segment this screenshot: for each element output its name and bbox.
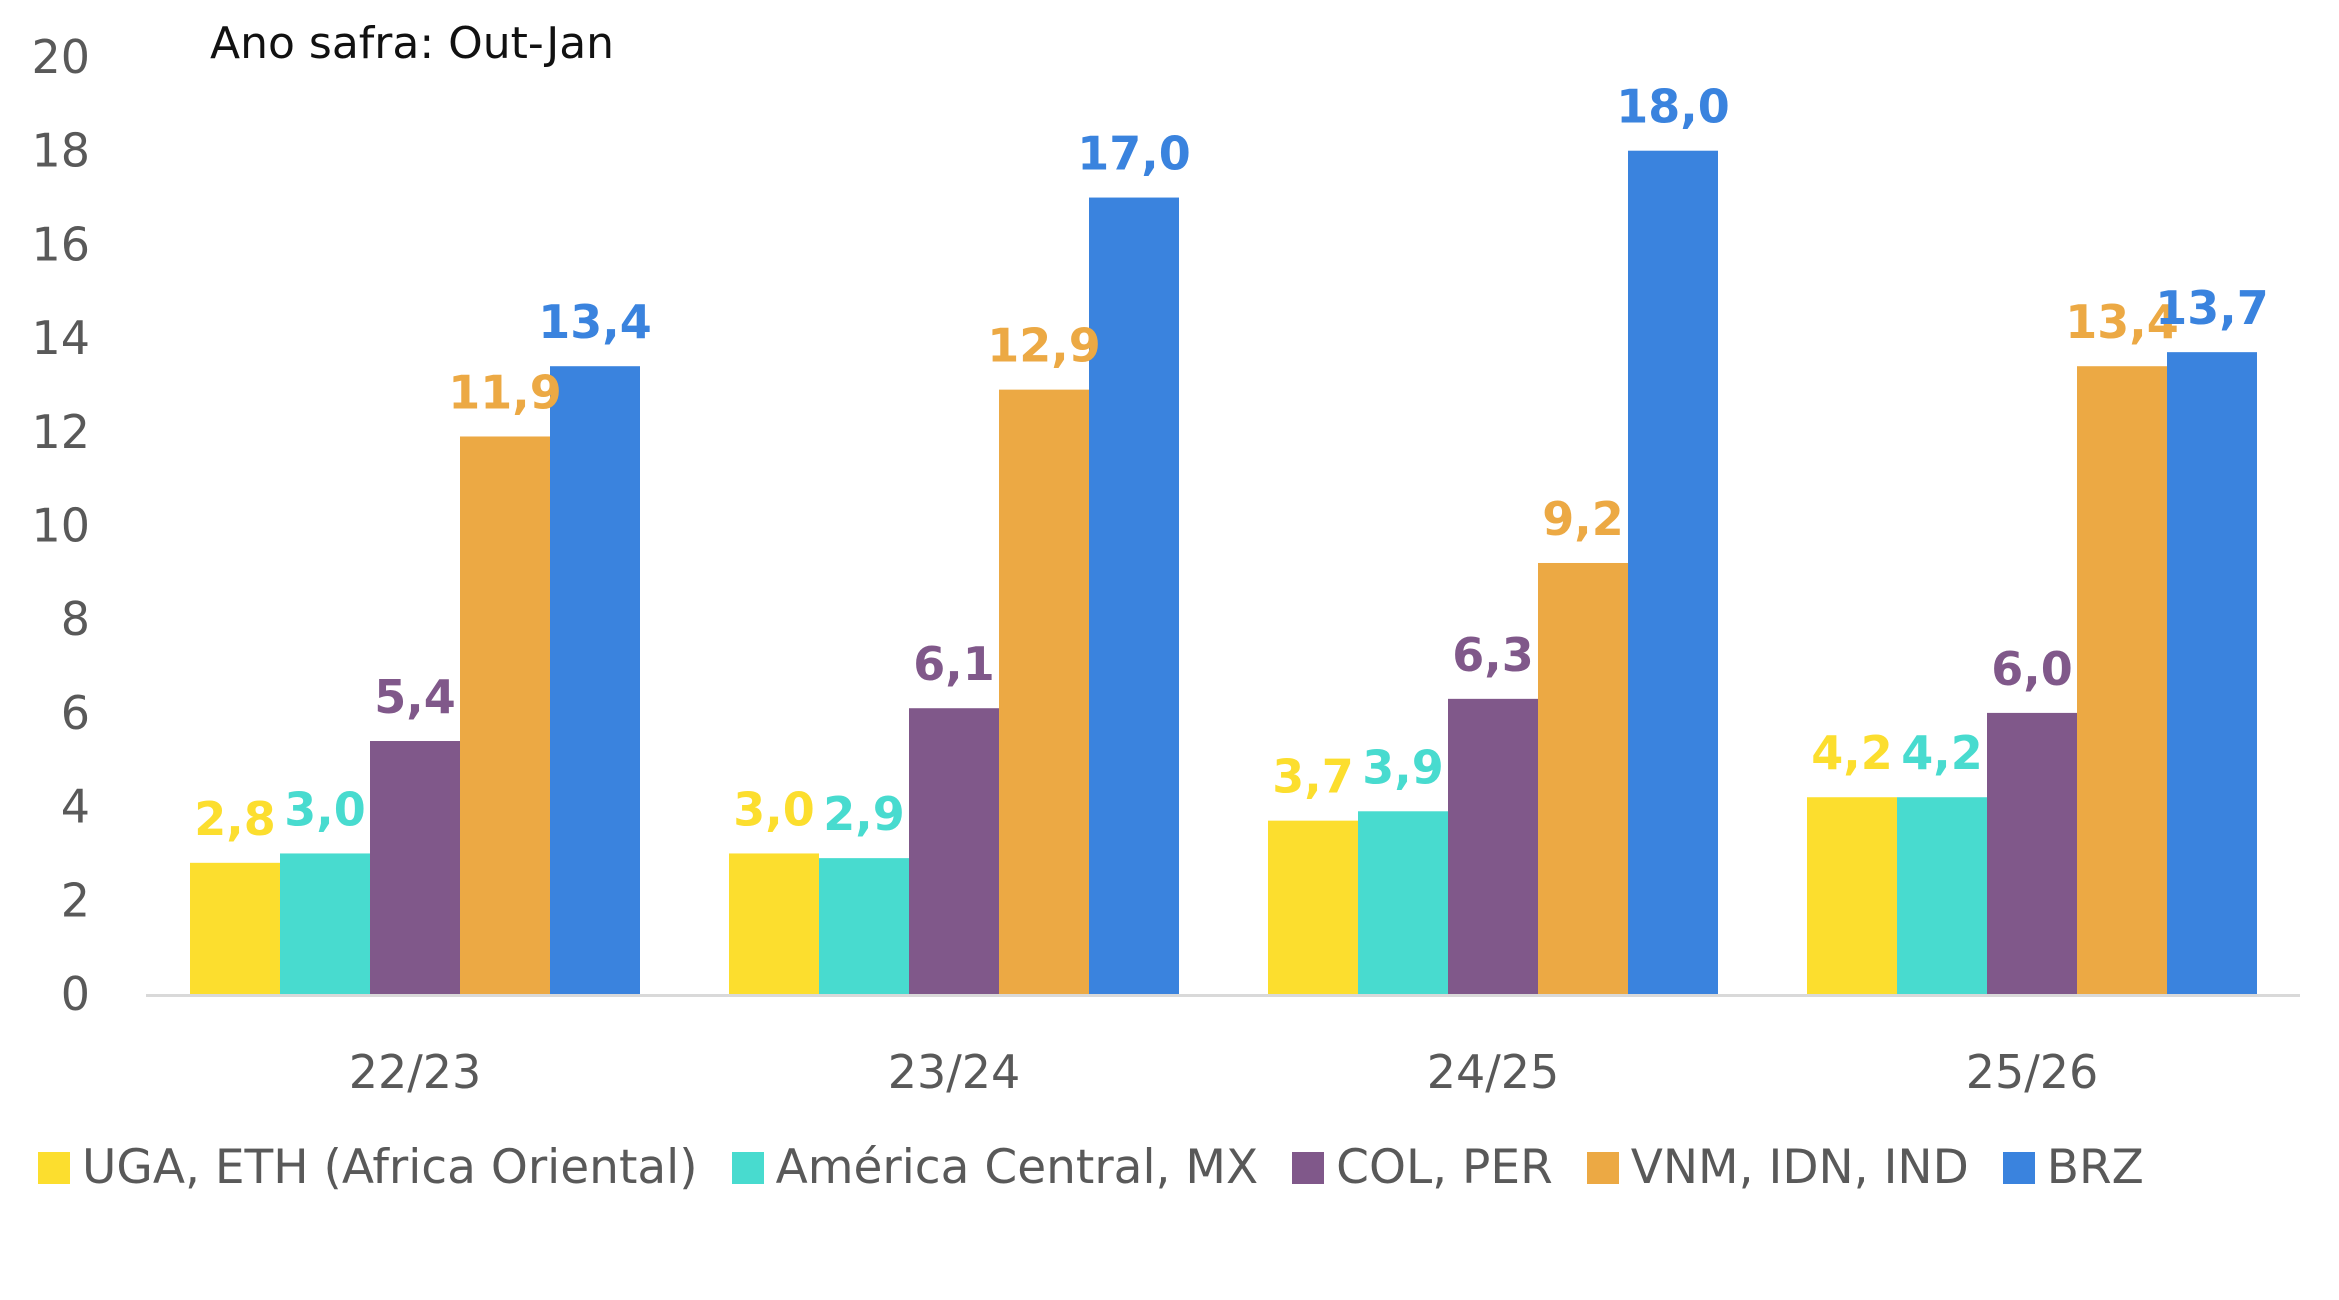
- data-label: 13,7: [2155, 281, 2269, 335]
- y-tick-label: 8: [61, 592, 90, 646]
- bar: [1807, 797, 1897, 994]
- x-tick-label: 25/26: [1966, 1045, 2099, 1099]
- legend-label: COL, PER: [1336, 1140, 1553, 1195]
- data-label: 13,4: [2065, 295, 2179, 349]
- legend-swatch: [1586, 1151, 1619, 1184]
- bar: [1358, 811, 1448, 994]
- bar: [1448, 698, 1538, 994]
- y-tick-label: 12: [31, 405, 90, 459]
- data-label: 5,4: [374, 670, 456, 724]
- legend-swatch: [731, 1151, 764, 1184]
- data-label: 6,1: [913, 637, 995, 691]
- data-label: 3,7: [1272, 750, 1354, 804]
- bar: [370, 741, 460, 994]
- legend-label: América Central, MX: [775, 1140, 1259, 1195]
- bar: [1897, 797, 1987, 994]
- legend-item: UGA, ETH (Africa Oriental): [38, 1140, 698, 1195]
- data-label: 17,0: [1077, 127, 1191, 181]
- y-tick-label: 20: [31, 30, 90, 84]
- legend-swatch: [2002, 1151, 2035, 1184]
- bar: [1538, 562, 1628, 994]
- data-label: 3,0: [733, 782, 815, 836]
- legend-label: VNM, IDN, IND: [1630, 1140, 1969, 1195]
- y-tick-label: 4: [61, 780, 90, 834]
- data-label: 4,2: [1811, 726, 1893, 780]
- data-label: 6,0: [1991, 642, 2073, 696]
- bars: [190, 150, 2257, 995]
- chart-title: Ano safra: Out-Jan: [210, 18, 615, 69]
- bar: [460, 436, 550, 994]
- legend-item: COL, PER: [1292, 1140, 1553, 1195]
- data-label: 2,9: [823, 787, 905, 841]
- bar: [280, 853, 370, 994]
- legend: UGA, ETH (Africa Oriental) América Centra…: [38, 1140, 2178, 1195]
- data-label: 9,2: [1542, 492, 1624, 546]
- data-label: 6,3: [1452, 628, 1534, 682]
- bar: [1089, 197, 1179, 995]
- bar: [550, 366, 640, 995]
- x-tick-label: 22/23: [349, 1045, 482, 1099]
- data-label: 18,0: [1616, 80, 1730, 134]
- legend-swatch: [1292, 1151, 1325, 1184]
- bar: [190, 862, 280, 994]
- legend-item: América Central, MX: [731, 1140, 1259, 1195]
- x-axis: 22/23 23/24 24/25 25/26: [349, 1045, 2099, 1099]
- y-tick-label: 2: [61, 873, 90, 927]
- y-tick-label: 14: [31, 311, 90, 365]
- data-label: 13,4: [538, 295, 652, 349]
- y-tick-label: 0: [61, 967, 90, 1021]
- data-label: 3,9: [1362, 740, 1444, 794]
- bar: [2077, 366, 2167, 995]
- y-tick-label: 18: [31, 124, 90, 178]
- bar: [1628, 150, 1718, 994]
- data-label: 12,9: [987, 319, 1101, 373]
- legend-item: BRZ: [2002, 1140, 2144, 1195]
- bar: [729, 853, 819, 994]
- bar: [999, 389, 1089, 994]
- legend-swatch: [38, 1151, 70, 1184]
- y-tick-label: 6: [61, 686, 90, 740]
- x-tick-label: 24/25: [1427, 1045, 1560, 1099]
- legend-label: UGA, ETH (Africa Oriental): [82, 1140, 698, 1195]
- bar: [2167, 352, 2257, 994]
- data-labels: 2,8 3,05,411,913,43,0 2,96,112,917,03,7 3,9…: [194, 80, 2269, 846]
- data-label: 3,0: [284, 782, 366, 836]
- y-axis: 0 2 4 6 8 10 12 14 16 18 20: [31, 30, 90, 1021]
- bar: [909, 708, 999, 994]
- bar: [819, 858, 909, 994]
- y-tick-label: 10: [31, 499, 90, 553]
- bar: [1987, 712, 2077, 994]
- bar: [1268, 820, 1358, 994]
- data-label: 11,9: [448, 365, 562, 419]
- data-label: 2,8: [194, 792, 276, 846]
- legend-item: VNM, IDN, IND: [1586, 1140, 1969, 1195]
- y-tick-label: 16: [31, 217, 90, 271]
- data-label: 4,2: [1901, 726, 1983, 780]
- legend-label: BRZ: [2046, 1140, 2144, 1195]
- x-tick-label: 23/24: [888, 1045, 1021, 1099]
